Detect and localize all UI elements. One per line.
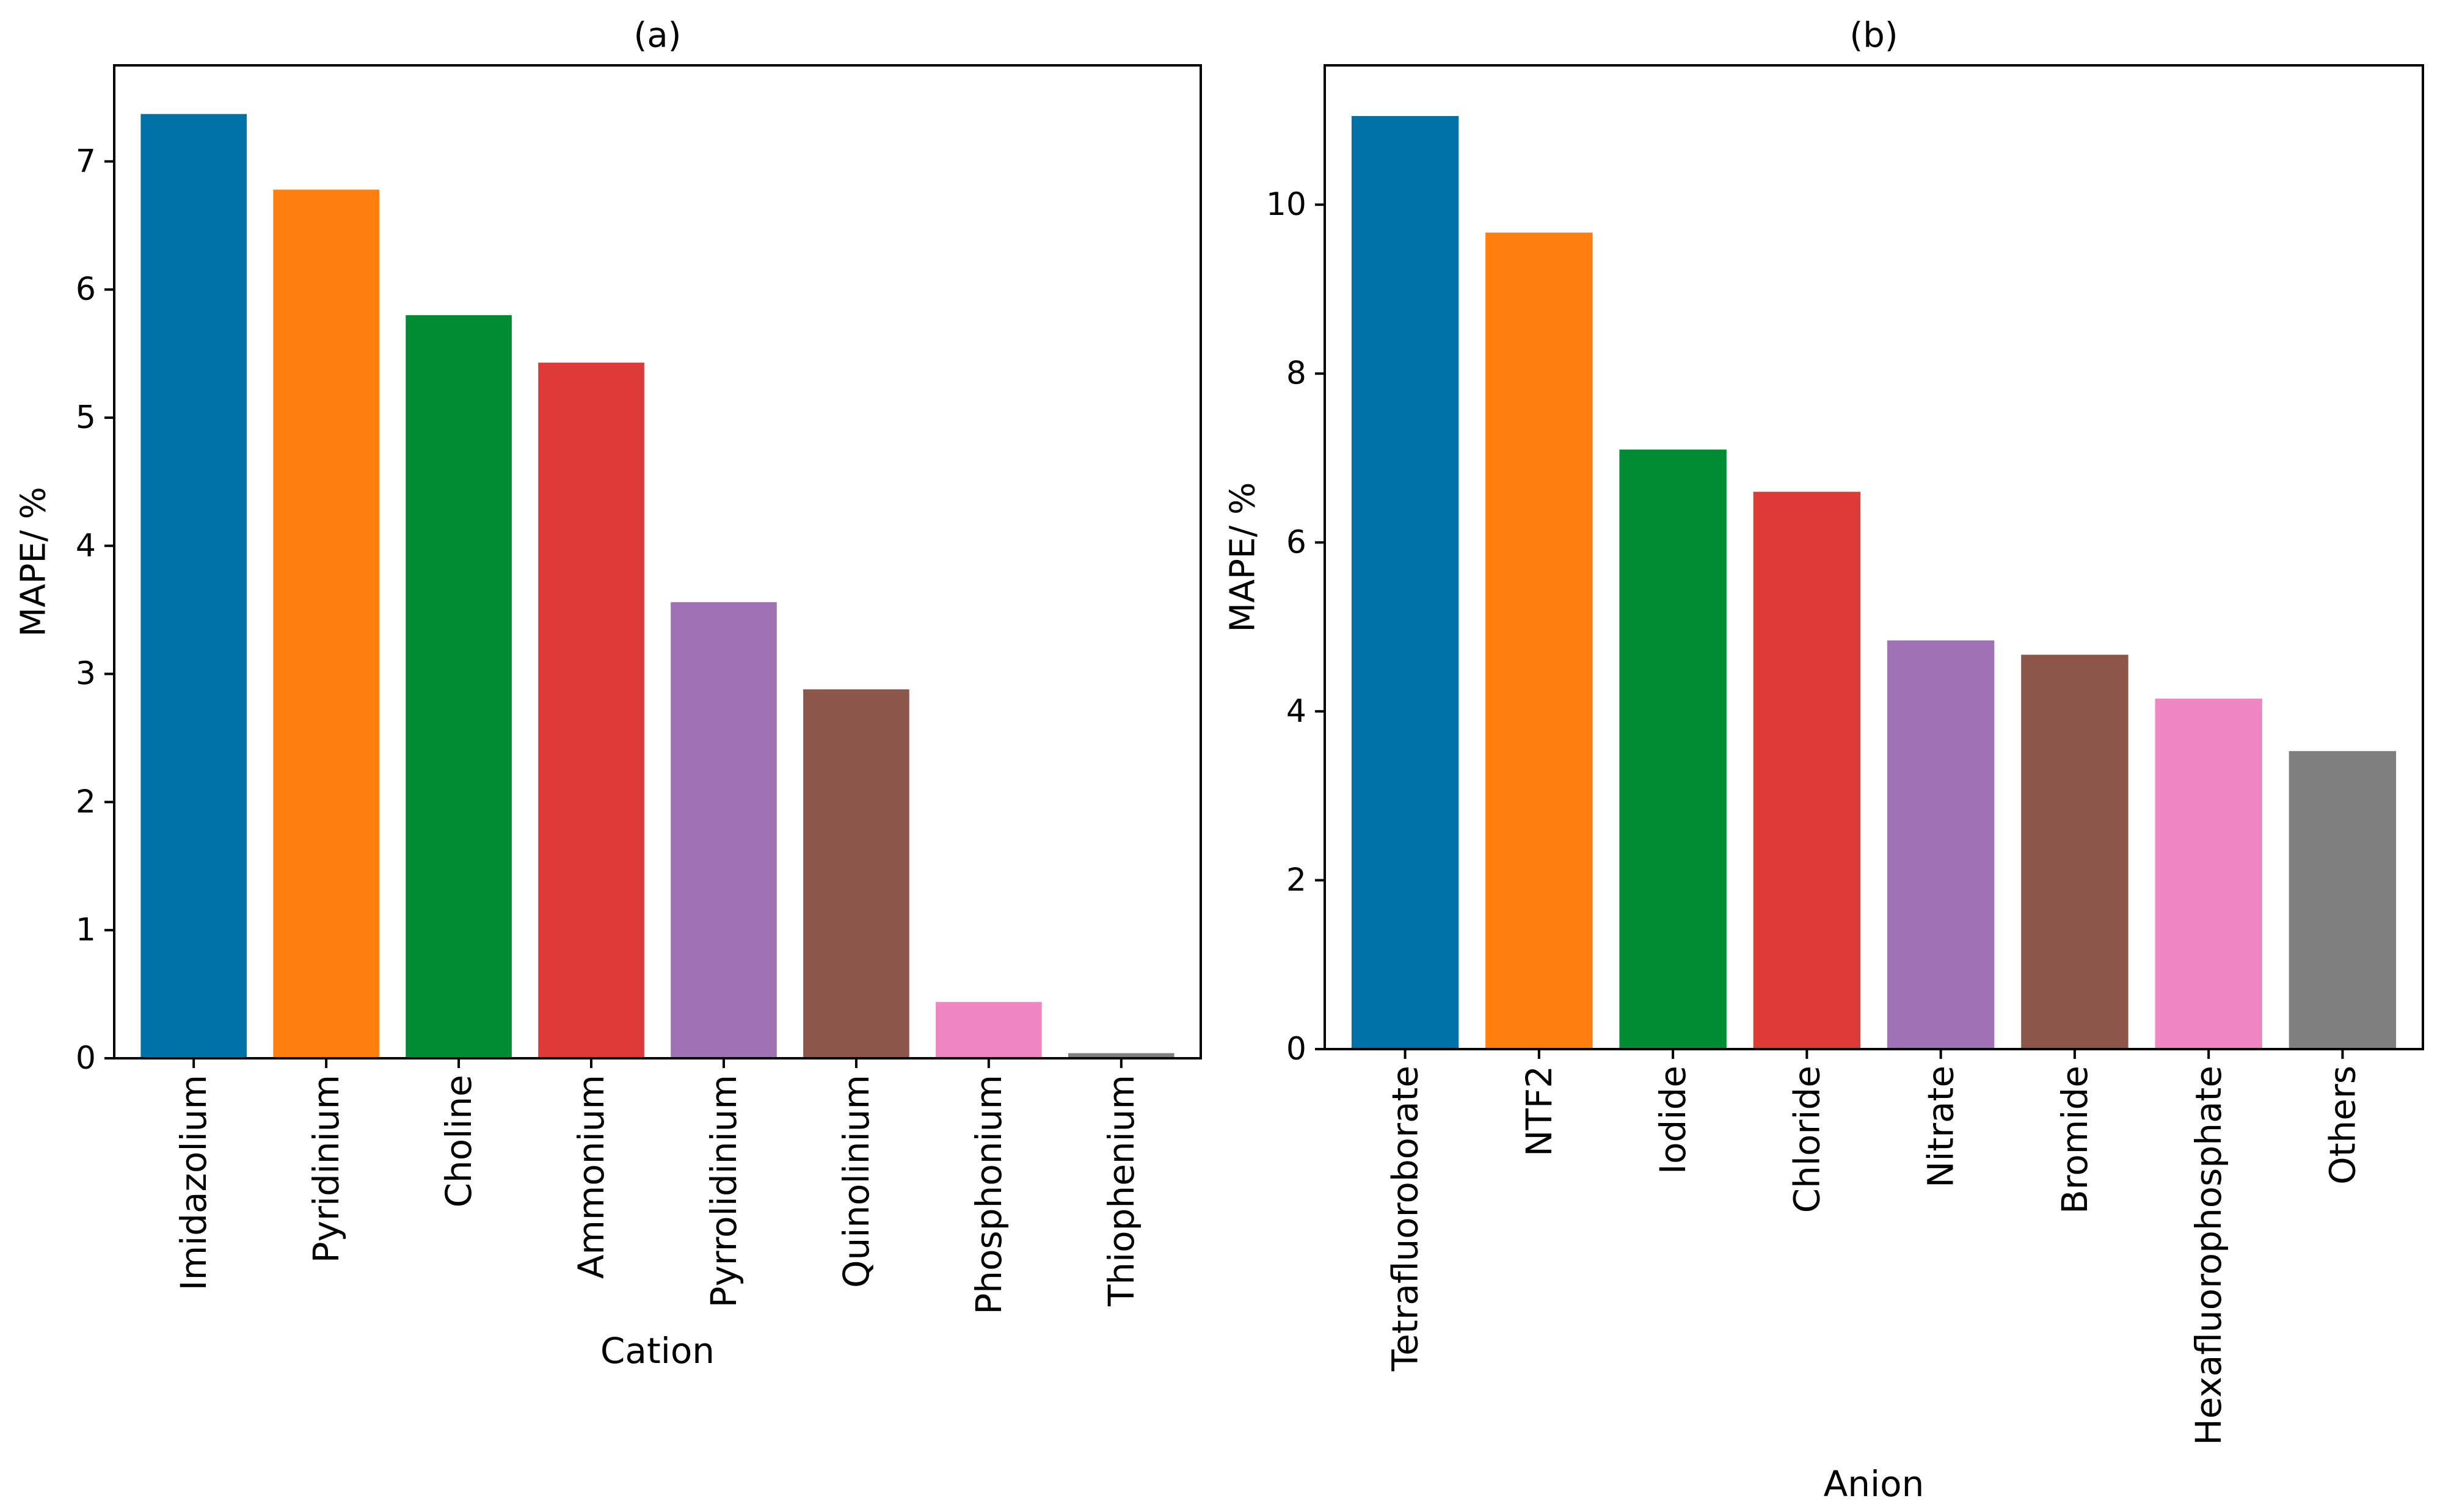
x-axis-label: Cation <box>600 1330 715 1372</box>
y-tick-label: 6 <box>76 271 96 308</box>
x-tick-label: Phosphonium <box>968 1075 1010 1315</box>
x-tick-label: Tetrafluoroborate <box>1385 1066 1426 1372</box>
x-tick-label: Choline <box>438 1075 479 1207</box>
y-tick-label: 2 <box>1286 862 1306 898</box>
y-tick-label: 10 <box>1266 186 1306 223</box>
bar-imidazolium <box>140 114 247 1059</box>
chart-panel-a: 0 1 2 3 4 5 6 7 Imidazolium Pyridinium Choline Ammo… <box>14 16 1202 1372</box>
x-tick-label: NTF2 <box>1518 1066 1560 1157</box>
bar-iodide <box>1619 449 1727 1049</box>
bar-ntf2 <box>1485 232 1593 1049</box>
y-tick-label: 1 <box>76 912 96 948</box>
bar-bromide <box>2021 655 2129 1049</box>
chart-title: (b) <box>1849 16 1898 56</box>
y-tick-label: 4 <box>76 528 96 564</box>
x-axis-label: Anion <box>1824 1463 1925 1505</box>
y-tick-label: 4 <box>1286 693 1306 730</box>
y-axis-label: MAPE/ % <box>1223 482 1263 633</box>
bar-pyridinium <box>273 189 379 1058</box>
bar-nitrate <box>1887 640 1995 1049</box>
bar-chloride <box>1753 492 1861 1049</box>
bar-phosphonium <box>936 1001 1042 1058</box>
x-tick-label: Quinolinium <box>836 1075 877 1288</box>
bar-choline <box>406 315 512 1058</box>
x-tick-label: Imidazolium <box>173 1075 214 1291</box>
x-tick-label: Pyrrolidinium <box>703 1075 745 1307</box>
x-tick-label: Hexafluorophosphate <box>2188 1066 2229 1445</box>
chart-title: (a) <box>633 16 681 56</box>
x-tick-label: Nitrate <box>1920 1066 1962 1188</box>
bar-tetrafluoroborate <box>1351 116 1459 1049</box>
x-tick-label: Chloride <box>1786 1066 1827 1213</box>
y-tick-label: 6 <box>1286 524 1306 561</box>
x-tick-label: Bromide <box>2054 1066 2096 1214</box>
y-tick-label: 5 <box>76 399 96 436</box>
bar-pyrrolidinium <box>671 602 777 1058</box>
y-tick-label: 0 <box>76 1040 96 1077</box>
bar-others <box>2289 751 2397 1049</box>
x-tick-label: Others <box>2322 1066 2363 1185</box>
axes-frame <box>1324 64 2424 1050</box>
bar-hexafluorophosphate <box>2155 699 2262 1049</box>
bar-ammonium <box>538 362 644 1058</box>
x-tick-label: Iodide <box>1652 1066 1694 1174</box>
bar-thiophenium <box>1068 1053 1174 1058</box>
y-tick-label: 7 <box>76 143 96 180</box>
axes-frame <box>113 64 1202 1059</box>
chart-panel-b: 0 2 4 6 8 10 Tetrafluoroborate NTF2 Iodide Chlori… <box>1223 16 2424 1505</box>
x-tick-label: Thiophenium <box>1101 1075 1142 1307</box>
x-tick-label: Ammonium <box>570 1075 612 1279</box>
y-tick-label: 0 <box>1286 1031 1306 1067</box>
x-tick-label: Pyridinium <box>305 1075 347 1263</box>
y-tick-label: 3 <box>76 656 96 692</box>
y-tick-label: 8 <box>1286 355 1306 392</box>
y-axis-label: MAPE/ % <box>14 487 54 637</box>
y-tick-label: 2 <box>76 783 96 820</box>
bar-quinolinium <box>803 689 909 1058</box>
